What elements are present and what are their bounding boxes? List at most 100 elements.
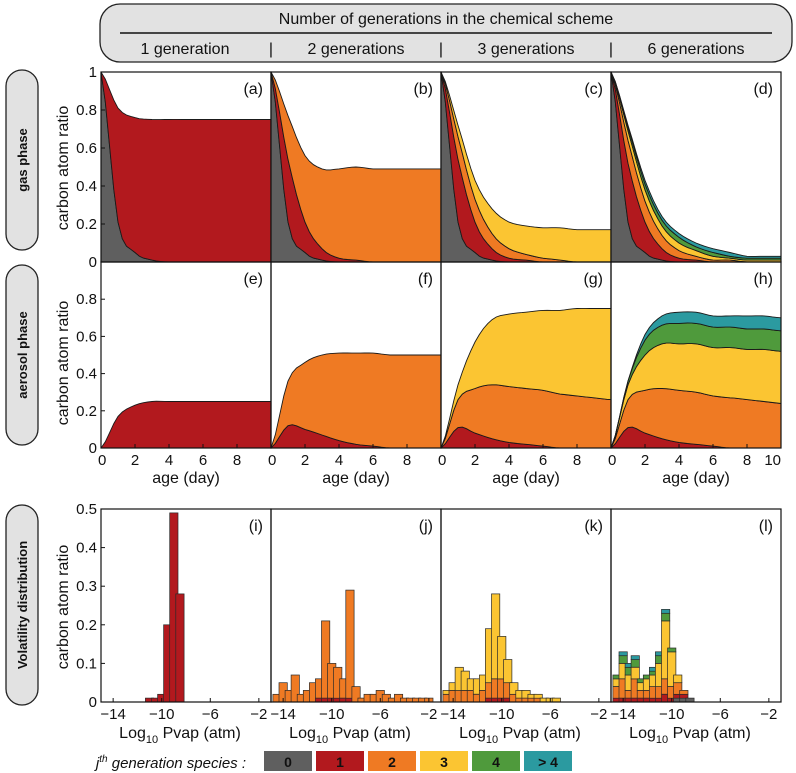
- column-header-3: 3 generations: [478, 41, 575, 58]
- x-tick-label: 8: [573, 452, 581, 469]
- xlabel-pvap: Log10 Pvap (atm): [289, 725, 411, 746]
- legend-swatch: [264, 751, 312, 771]
- y-tick-label: 0.6: [76, 328, 97, 345]
- x-tick-label: −10: [659, 706, 684, 723]
- y-tick-label: 0.8: [76, 291, 97, 308]
- plot-area: [271, 72, 441, 262]
- bar-4-8: [661, 609, 671, 614]
- y-tick-label: 0.2: [76, 403, 97, 420]
- legend-swatch: [472, 751, 520, 771]
- plot-area: [441, 307, 611, 448]
- x-tick-label: 10: [764, 452, 781, 469]
- x-tick-label: 4: [335, 452, 343, 469]
- y-tick-label: 0.3: [76, 578, 97, 595]
- panel-letter-l: (l): [759, 518, 773, 535]
- xlabel-pvap: Log10 Pvap (atm): [459, 725, 581, 746]
- panel-letter-e: (e): [243, 271, 263, 288]
- x-tick-label: 8: [403, 452, 411, 469]
- plot-area: [611, 311, 781, 448]
- legend-item-0: 0: [264, 751, 312, 771]
- y-tick-label: 0.5: [76, 501, 97, 518]
- column-divider-2: |: [439, 41, 443, 58]
- panel-letter-k: (k): [584, 518, 603, 535]
- x-tick-label: 6: [199, 452, 207, 469]
- panel-frame: [610, 261, 782, 449]
- bar-2-12: [345, 589, 355, 699]
- y-tick-label: 0.4: [76, 178, 97, 195]
- panel-letter-h: (h): [753, 271, 773, 288]
- xlabel-age: age (day): [152, 470, 220, 487]
- area-series-4: [611, 311, 781, 448]
- x-tick-label: −14: [270, 706, 295, 723]
- x-tick-label: 0: [438, 452, 446, 469]
- panel-e: (e) 0 0.2 0.4 0.6 0.8 0 2 4 6 8 age (day): [76, 261, 272, 487]
- ylabel-aerosol: carbon atom ratio: [55, 301, 72, 426]
- bar-3-11: [509, 682, 519, 695]
- panel-letter-b: (b): [413, 81, 433, 98]
- plot-area: [101, 400, 271, 448]
- x-tick-label: −2: [590, 706, 607, 723]
- bar-3-10: [673, 674, 683, 684]
- bar-4-3: [630, 659, 640, 668]
- legend-item-2: 2: [368, 751, 416, 771]
- legend-label: 1: [336, 754, 344, 770]
- x-tick-label: 0: [268, 452, 276, 469]
- y-tick-label: 0: [89, 440, 97, 457]
- panel-frame: [610, 508, 782, 703]
- x-tick-label: −2: [420, 706, 437, 723]
- x-tick-label: 2: [301, 452, 309, 469]
- legend-item-3: 3: [420, 751, 468, 771]
- panel-h: (h) 0 2 4 6 8 10 age (day): [608, 261, 782, 487]
- header-title: Number of generations in the chemical sc…: [279, 11, 613, 28]
- plot-area: [441, 72, 611, 262]
- x-tick-label: 8: [233, 452, 241, 469]
- bar-3-9: [497, 636, 507, 680]
- x-tick-label: −6: [202, 706, 219, 723]
- plot-area: [442, 593, 561, 702]
- bar-2-3: [290, 674, 300, 702]
- x-tick-label: 2: [471, 452, 479, 469]
- bar-4-3: [630, 655, 640, 660]
- row-label-volatility-text: Volatility distribution: [15, 541, 30, 669]
- bar-3-3: [630, 666, 640, 680]
- ylabel-volatility: carbon atom ratio: [55, 545, 72, 670]
- x-tick-label: −14: [610, 706, 635, 723]
- xlabel-age: age (day): [492, 470, 560, 487]
- area-series-4: [611, 72, 781, 259]
- panel-letter-d: (d): [753, 81, 773, 98]
- legend-label: 4: [492, 754, 500, 770]
- row-label-aerosol: aerosol phase: [5, 264, 39, 446]
- xlabel-pvap: Log10 Pvap (atm): [119, 725, 241, 746]
- panel-k: (k) −14 −10 −6 −2 Log10 Pvap (atm): [440, 508, 612, 746]
- x-tick-label: −6: [372, 706, 389, 723]
- plot-area: [612, 609, 695, 702]
- bar-4-1: [618, 651, 628, 657]
- xlabel-age: age (day): [662, 470, 730, 487]
- y-tick-label: 0: [89, 254, 97, 271]
- row-label-volatility: Volatility distribution: [5, 504, 39, 706]
- y-tick-label: 0.6: [76, 140, 97, 157]
- panel-letter-i: (i): [249, 518, 263, 535]
- bar-3-10: [503, 659, 513, 684]
- legend-title-sup: th: [99, 754, 108, 765]
- x-tick-label: −6: [542, 706, 559, 723]
- area-series-3: [441, 307, 611, 448]
- column-divider-1: |: [269, 41, 273, 58]
- bar-2-11: [679, 690, 689, 695]
- y-tick-label: 0.1: [76, 655, 97, 672]
- x-tick-label: 6: [539, 452, 547, 469]
- bar-1-11: [679, 693, 689, 699]
- y-tick-label: 0.2: [76, 617, 97, 634]
- row-label-aerosol-box: [5, 264, 39, 446]
- panel-letter-c: (c): [584, 81, 603, 98]
- panel-g: (g) 0 2 4 6 8 age (day): [438, 261, 612, 487]
- legend-swatch: [524, 751, 572, 771]
- x-tick-label: 0: [98, 452, 106, 469]
- x-tick-label: −10: [149, 706, 174, 723]
- column-header-4: 6 generations: [648, 41, 745, 58]
- legend-item-4: > 4: [524, 751, 572, 771]
- bar-4-1: [618, 655, 628, 664]
- legend-item-4: 4: [472, 751, 520, 771]
- panel-letter-a: (a): [243, 81, 263, 98]
- legend-items: 0 1 2 3 4 > 4: [264, 751, 572, 771]
